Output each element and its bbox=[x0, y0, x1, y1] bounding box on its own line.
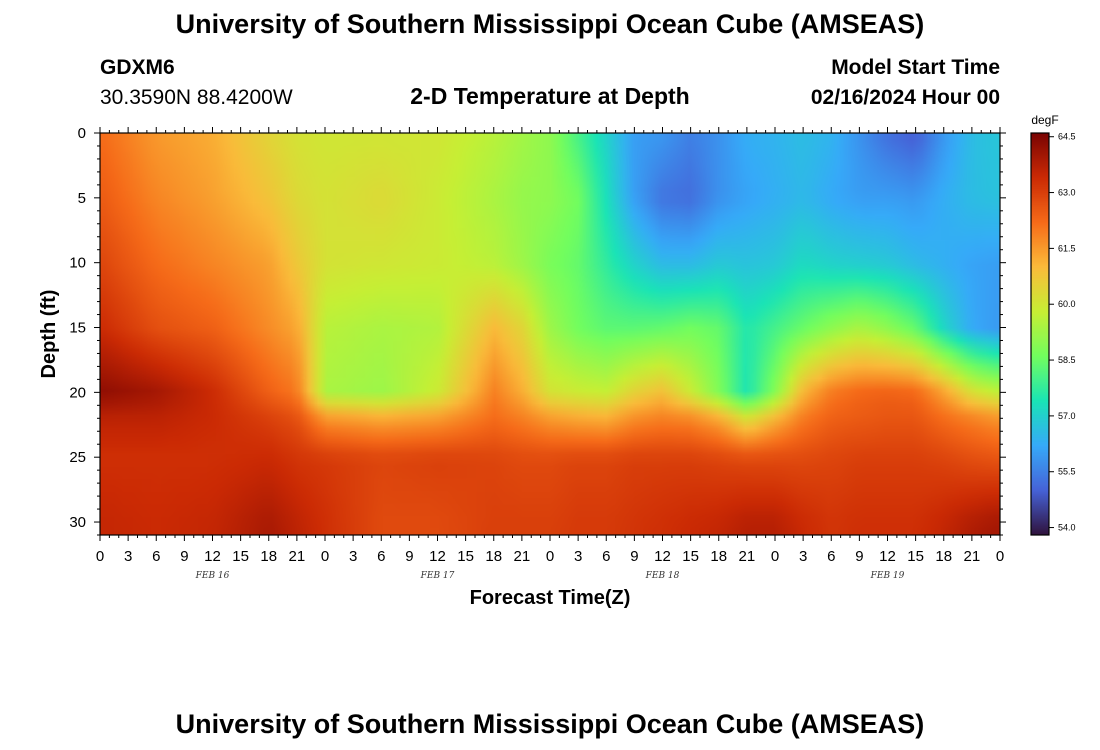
colorbar bbox=[1031, 133, 1049, 535]
x-tick-label: 9 bbox=[180, 548, 188, 565]
x-tick-label: 3 bbox=[124, 548, 132, 565]
x-tick-label: 15 bbox=[232, 548, 249, 565]
colorbar-tick-label: 57.0 bbox=[1058, 411, 1076, 421]
station-coords: 30.3590N 88.4200W bbox=[100, 86, 293, 109]
x-tick-label: 0 bbox=[771, 548, 779, 565]
x-tick-label: 0 bbox=[96, 548, 104, 565]
y-tick-label: 10 bbox=[69, 255, 86, 272]
x-tick-label: 9 bbox=[855, 548, 863, 565]
x-tick-label: 12 bbox=[204, 548, 221, 565]
x-axis: 0 3 6 9 12 15 18 21 0 3 6 9 12 15 18 21 0 3 6 9 12 15 18 21 0 3 6 9… bbox=[96, 127, 1004, 581]
colorbar-tick-label: 55.5 bbox=[1058, 467, 1076, 477]
x-tick-label: 6 bbox=[827, 548, 835, 565]
x-axis-title: Forecast Time(Z) bbox=[470, 587, 631, 609]
x-tick-label: 12 bbox=[879, 548, 896, 565]
x-tick-label: 3 bbox=[799, 548, 807, 565]
x-tick-label: 18 bbox=[260, 548, 277, 565]
x-date-label: FEB 17 bbox=[420, 571, 455, 581]
x-tick-label: 18 bbox=[710, 548, 727, 565]
colorbar-tick-label: 61.5 bbox=[1058, 243, 1076, 253]
colorbar-tick-label: 64.5 bbox=[1058, 132, 1076, 142]
station-id: GDXM6 bbox=[100, 56, 175, 79]
y-axis: 0 5 10 15 20 25 30 bbox=[69, 125, 1006, 536]
x-tick-label: 3 bbox=[574, 548, 582, 565]
x-date-label: FEB 19 bbox=[870, 571, 905, 581]
x-tick-label: 6 bbox=[377, 548, 385, 565]
page-title-repeat: University of Southern Mississippi Ocean… bbox=[175, 709, 925, 739]
x-tick-label: 9 bbox=[630, 548, 638, 565]
x-tick-label: 0 bbox=[996, 548, 1004, 565]
x-tick-label: 12 bbox=[654, 548, 671, 565]
chart-title: 2-D Temperature at Depth bbox=[410, 83, 690, 109]
y-tick-label: 0 bbox=[78, 125, 86, 142]
x-tick-label: 21 bbox=[739, 548, 756, 565]
y-axis-title: Depth (ft) bbox=[38, 290, 60, 379]
model-start-value: 02/16/2024 Hour 00 bbox=[810, 86, 1000, 109]
colorbar-ticks: 64.5 63.0 61.5 60.0 58.5 57.0 55.5 54.0 bbox=[1049, 132, 1076, 533]
x-date-label: FEB 18 bbox=[645, 571, 680, 581]
temperature-depth-chart: 0 3 6 9 12 15 18 21 0 3 6 9 12 15 18 21 0 3 6 9 12 15 18 21 0 3 6 9… bbox=[38, 113, 1076, 609]
x-tick-label: 21 bbox=[964, 548, 981, 565]
x-tick-label: 21 bbox=[514, 548, 531, 565]
page-title: University of Southern Mississippi Ocean… bbox=[175, 9, 925, 39]
x-tick-label: 6 bbox=[152, 548, 160, 565]
colorbar-unit: degF bbox=[1031, 113, 1058, 127]
colorbar-tick-label: 58.5 bbox=[1058, 355, 1076, 365]
colorbar-frame bbox=[1030, 132, 1050, 536]
x-tick-label: 15 bbox=[457, 548, 474, 565]
model-start-label: Model Start Time bbox=[831, 56, 1000, 79]
y-tick-label: 15 bbox=[69, 320, 86, 337]
x-tick-label: 15 bbox=[682, 548, 699, 565]
colorbar-tick-label: 60.0 bbox=[1058, 299, 1076, 309]
x-tick-label: 6 bbox=[602, 548, 610, 565]
x-tick-label: 12 bbox=[429, 548, 446, 565]
x-tick-label: 21 bbox=[289, 548, 306, 565]
y-tick-label: 20 bbox=[69, 384, 86, 401]
x-date-label: FEB 16 bbox=[195, 571, 230, 581]
x-tick-label: 18 bbox=[935, 548, 952, 565]
y-tick-label: 25 bbox=[69, 449, 86, 466]
temperature-heatmap bbox=[100, 133, 1000, 535]
x-tick-label: 3 bbox=[349, 548, 357, 565]
x-tick-label: 15 bbox=[907, 548, 924, 565]
x-tick-label: 9 bbox=[405, 548, 413, 565]
x-tick-label: 18 bbox=[485, 548, 502, 565]
colorbar-tick-label: 54.0 bbox=[1058, 523, 1076, 533]
x-tick-label: 0 bbox=[321, 548, 329, 565]
colorbar-tick-label: 63.0 bbox=[1058, 188, 1076, 198]
y-tick-label: 5 bbox=[78, 190, 86, 207]
y-tick-label: 30 bbox=[69, 514, 86, 531]
x-tick-label: 0 bbox=[546, 548, 554, 565]
